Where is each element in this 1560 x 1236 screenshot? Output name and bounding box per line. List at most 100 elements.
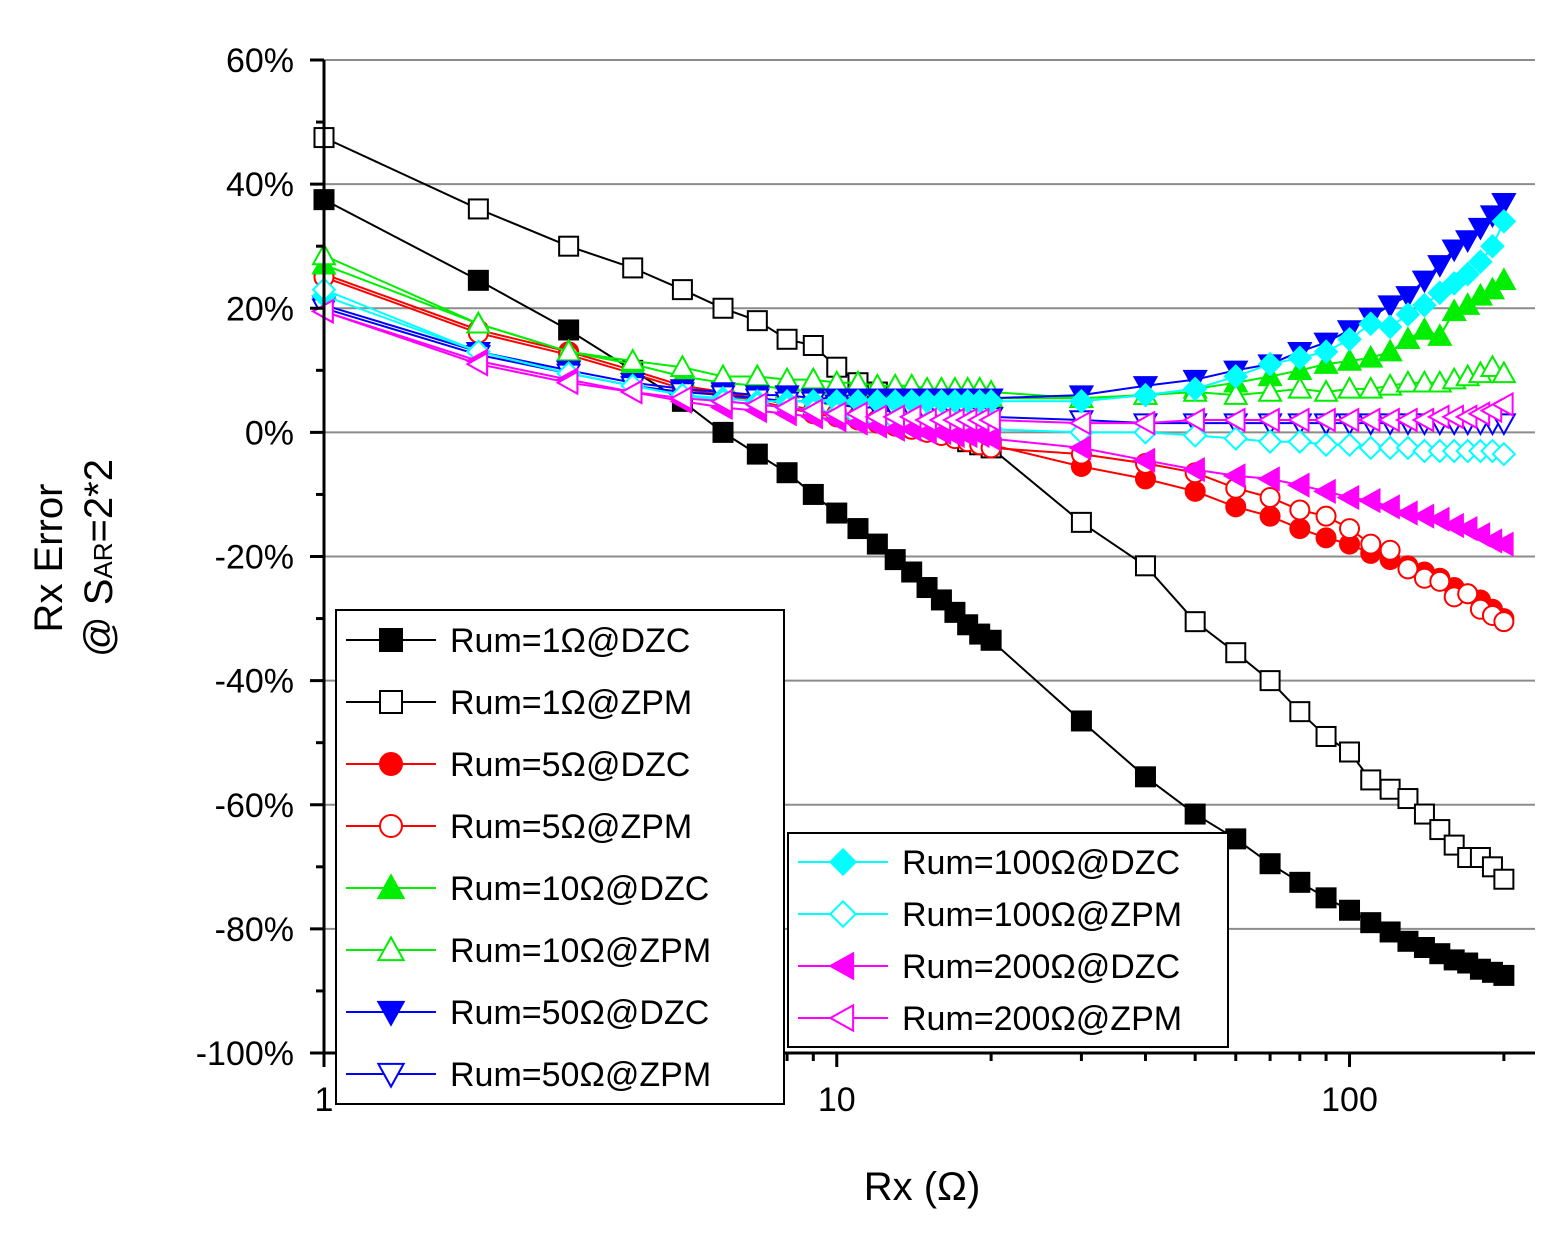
data-point xyxy=(1184,611,1206,633)
data-point xyxy=(1223,382,1249,405)
data-point xyxy=(620,348,646,371)
data-point xyxy=(744,391,768,418)
y-axis-title-suffix: =2*2 xyxy=(77,459,121,542)
data-point xyxy=(1491,209,1517,234)
data-point xyxy=(1132,410,1156,436)
data-point xyxy=(1289,701,1311,723)
legend-marker xyxy=(376,1062,406,1089)
legend-label: Rum=200Ω@DZC xyxy=(902,948,1180,986)
data-point xyxy=(465,310,491,334)
data-point xyxy=(1259,853,1281,875)
legend-label: Rum=5Ω@DZC xyxy=(450,746,690,784)
data-point xyxy=(555,370,579,396)
legend-marker xyxy=(828,899,858,929)
data-point xyxy=(669,385,693,411)
legend-label: Rum=200Ω@ZPM xyxy=(902,1000,1182,1038)
data-point xyxy=(1257,466,1280,492)
data-point xyxy=(845,401,868,427)
x-tick-label: 10 xyxy=(818,1081,856,1119)
data-point xyxy=(1427,255,1453,278)
data-point xyxy=(1467,217,1494,241)
y-tick-label: -20% xyxy=(215,539,294,577)
data-point xyxy=(1377,338,1403,362)
data-point xyxy=(1315,505,1337,527)
data-point xyxy=(1411,369,1438,393)
legend-bottom-left: Rum=1Ω@DZC Rum=1Ω@ZPM Rum=5Ω@DZC Rum=5Ω@ZPM… xyxy=(335,609,785,1105)
data-point xyxy=(671,279,693,301)
y-tick-label: 40% xyxy=(226,166,294,204)
data-point xyxy=(1379,778,1401,800)
legend-entry: Rum=100Ω@ZPM xyxy=(798,896,1182,934)
data-point xyxy=(1339,518,1361,540)
data-point xyxy=(1182,456,1205,483)
data-point xyxy=(1358,375,1384,399)
legend-marker xyxy=(379,752,403,776)
data-point xyxy=(1377,314,1403,340)
data-point xyxy=(1490,531,1514,557)
legend-entry: Rum=1Ω@DZC xyxy=(346,622,690,660)
data-point xyxy=(978,407,1001,433)
data-point xyxy=(1429,570,1451,592)
data-point xyxy=(1222,463,1246,489)
legend-label: Rum=100Ω@DZC xyxy=(902,844,1180,882)
data-point xyxy=(1257,351,1283,377)
data-point xyxy=(1358,435,1384,461)
data-point xyxy=(1259,487,1281,509)
data-point xyxy=(1184,480,1206,502)
legend-layer: Rum=1Ω@DZC Rum=1Ω@ZPM Rum=5Ω@DZC Rum=5Ω@ZPM… xyxy=(335,609,1229,1105)
data-point xyxy=(1225,828,1247,850)
data-point xyxy=(1394,500,1418,526)
data-point xyxy=(774,394,797,421)
data-point xyxy=(978,425,1001,452)
data-point xyxy=(1315,887,1337,909)
series-6 xyxy=(311,193,1517,412)
legend-marker xyxy=(828,847,858,877)
data-point xyxy=(1360,912,1382,934)
y-tick-label: -40% xyxy=(215,663,294,701)
data-point xyxy=(1184,803,1206,825)
data-point xyxy=(712,421,734,443)
data-point xyxy=(1429,819,1451,841)
data-point xyxy=(465,351,489,377)
data-point xyxy=(1223,426,1249,451)
data-point xyxy=(1491,441,1517,467)
y-tick-label: 20% xyxy=(226,290,294,328)
legend-entry: Rum=50Ω@DZC xyxy=(346,994,709,1032)
legend-label: Rum=50Ω@DZC xyxy=(450,994,709,1032)
data-point xyxy=(1313,407,1336,433)
data-point xyxy=(1357,488,1381,514)
data-point xyxy=(1134,766,1156,788)
data-point xyxy=(744,363,770,387)
data-point xyxy=(1491,360,1517,384)
data-point xyxy=(1468,249,1493,275)
data-point xyxy=(669,354,696,377)
legend-label: Rum=10Ω@DZC xyxy=(450,870,709,908)
legend-entry: Rum=10Ω@ZPM xyxy=(346,932,711,970)
data-point xyxy=(558,235,580,257)
data-point xyxy=(776,462,798,484)
data-point xyxy=(980,629,1002,651)
data-point xyxy=(1455,261,1481,287)
data-point xyxy=(1068,410,1092,436)
data-point xyxy=(1222,407,1246,433)
data-point xyxy=(1223,364,1249,389)
data-point xyxy=(1259,505,1281,527)
legend-entry: Rum=200Ω@DZC xyxy=(798,948,1180,986)
data-point xyxy=(1360,533,1382,555)
data-point xyxy=(619,379,643,405)
data-point xyxy=(1287,375,1313,399)
legend-marker xyxy=(379,814,403,838)
data-point xyxy=(1377,435,1403,461)
data-point xyxy=(1358,311,1384,337)
legend-label: Rum=1Ω@ZPM xyxy=(450,684,692,722)
data-point xyxy=(1289,518,1311,540)
data-point xyxy=(1315,527,1337,549)
data-point xyxy=(826,502,848,524)
legend-marker xyxy=(379,628,403,652)
data-point xyxy=(467,198,489,220)
data-point xyxy=(1493,611,1515,633)
legend-label: Rum=50Ω@ZPM xyxy=(450,1056,711,1094)
data-point xyxy=(1069,389,1094,414)
data-point xyxy=(1411,270,1438,294)
